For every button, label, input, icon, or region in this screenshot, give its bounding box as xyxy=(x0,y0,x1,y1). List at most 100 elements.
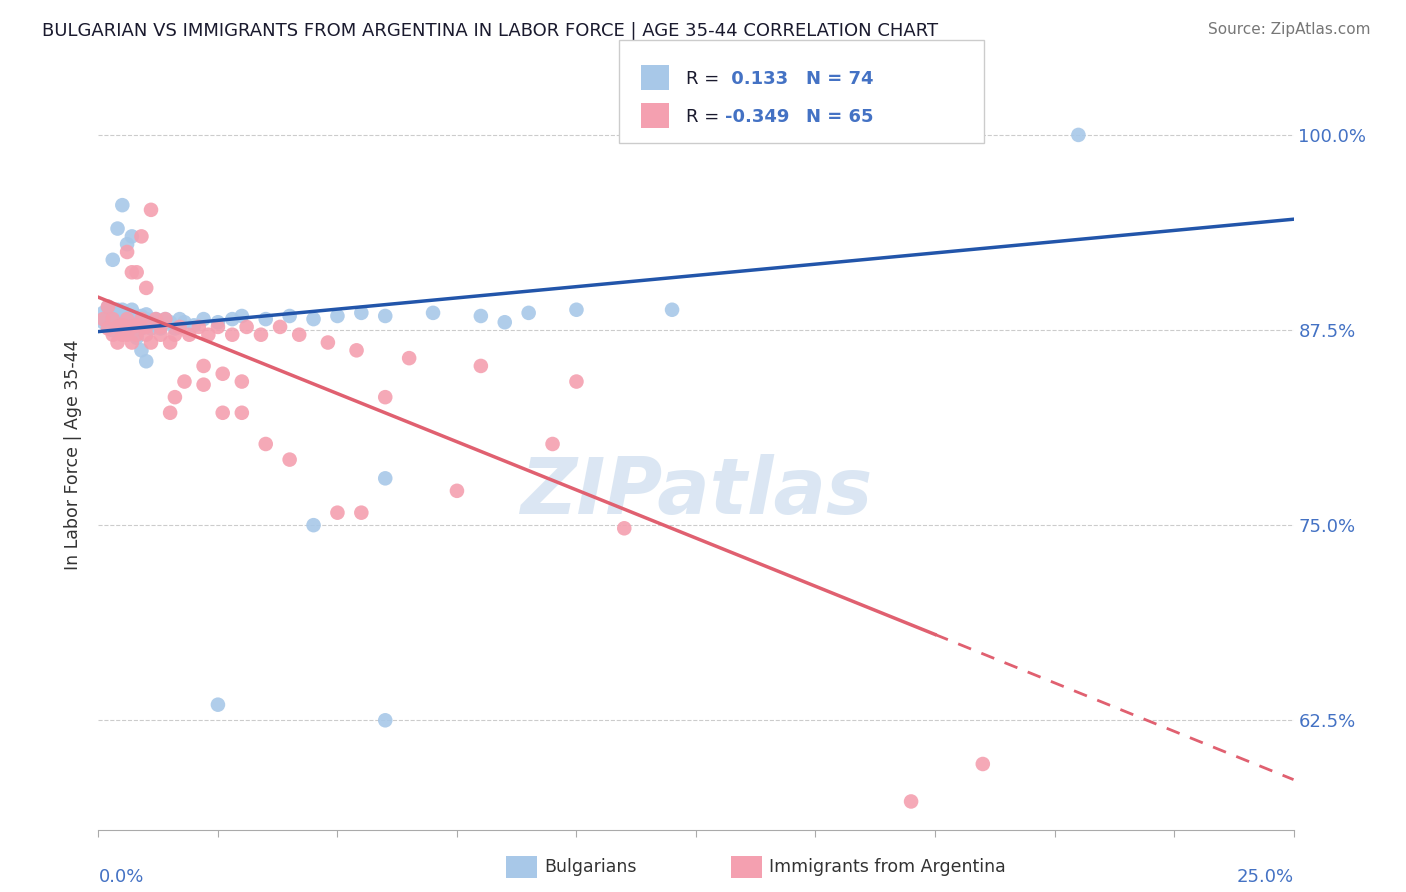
Point xyxy=(254,437,277,451)
Point xyxy=(115,323,138,337)
Point xyxy=(97,321,120,335)
Point xyxy=(97,300,120,314)
Point xyxy=(101,312,124,326)
Point xyxy=(125,318,148,333)
Text: BULGARIAN VS IMMIGRANTS FROM ARGENTINA IN LABOR FORCE | AGE 35-44 CORRELATION CH: BULGARIAN VS IMMIGRANTS FROM ARGENTINA I… xyxy=(42,22,938,40)
Point xyxy=(111,318,134,333)
Point xyxy=(97,300,120,314)
Point xyxy=(350,306,373,320)
Text: ZIPatlas: ZIPatlas xyxy=(520,454,872,531)
Point xyxy=(565,302,588,317)
Point xyxy=(125,312,148,326)
Point xyxy=(159,406,181,420)
Point xyxy=(235,320,257,334)
Point xyxy=(121,335,143,350)
Point xyxy=(111,302,134,317)
Point xyxy=(125,323,148,337)
Text: Bulgarians: Bulgarians xyxy=(544,858,637,876)
Point xyxy=(135,327,157,342)
Point xyxy=(107,221,129,235)
Point xyxy=(269,320,291,334)
Point xyxy=(494,315,516,329)
Point xyxy=(125,265,148,279)
Point xyxy=(139,335,162,350)
Point xyxy=(145,312,167,326)
Point xyxy=(97,318,120,333)
Point xyxy=(135,354,157,368)
Point xyxy=(121,265,143,279)
Point xyxy=(398,351,420,366)
Point xyxy=(278,452,301,467)
Point xyxy=(145,318,167,333)
Point xyxy=(131,321,153,335)
Point xyxy=(173,315,195,329)
Point xyxy=(326,506,349,520)
Point xyxy=(179,327,201,342)
Point xyxy=(115,327,138,342)
Point xyxy=(193,359,215,373)
Point xyxy=(111,318,134,333)
Point xyxy=(121,229,143,244)
Point xyxy=(107,318,129,333)
Point xyxy=(135,307,157,321)
Text: R =: R = xyxy=(686,108,725,126)
Point xyxy=(346,343,368,358)
Point xyxy=(193,312,215,326)
Point xyxy=(91,312,114,326)
Point xyxy=(139,202,162,217)
Point xyxy=(374,390,396,404)
Point xyxy=(163,390,186,404)
Point xyxy=(350,506,373,520)
Point xyxy=(517,306,540,320)
Point xyxy=(374,714,396,728)
Point xyxy=(101,302,124,317)
Point xyxy=(149,320,172,334)
Point xyxy=(91,306,114,320)
Point xyxy=(101,323,124,337)
Point xyxy=(101,252,124,267)
Point xyxy=(101,327,124,342)
Point xyxy=(565,375,588,389)
Point xyxy=(135,320,157,334)
Point xyxy=(107,335,129,350)
Point xyxy=(207,315,229,329)
Point xyxy=(972,757,994,772)
Point xyxy=(470,359,492,373)
Point xyxy=(302,312,325,326)
Point xyxy=(125,327,148,342)
Point xyxy=(125,318,148,333)
Point xyxy=(159,315,181,329)
Point xyxy=(121,318,143,333)
Point xyxy=(107,309,129,323)
Point xyxy=(101,312,124,326)
Point xyxy=(163,321,186,335)
Point xyxy=(316,335,339,350)
Point xyxy=(326,309,349,323)
Point xyxy=(288,327,311,342)
Point xyxy=(221,327,243,342)
Point xyxy=(131,315,153,329)
Point xyxy=(121,320,143,334)
Text: Immigrants from Argentina: Immigrants from Argentina xyxy=(769,858,1005,876)
Point xyxy=(207,698,229,712)
Point xyxy=(149,321,172,335)
Point xyxy=(145,312,167,326)
Point xyxy=(221,312,243,326)
Point xyxy=(211,406,233,420)
Point xyxy=(107,320,129,334)
Point xyxy=(193,377,215,392)
Point xyxy=(111,309,134,323)
Text: N = 65: N = 65 xyxy=(806,108,873,126)
Point xyxy=(169,320,191,334)
Point xyxy=(163,327,186,342)
Point xyxy=(115,237,138,252)
Point xyxy=(149,327,172,342)
Point xyxy=(111,327,134,342)
Point xyxy=(131,312,153,326)
Point xyxy=(135,281,157,295)
Point xyxy=(613,521,636,535)
Point xyxy=(231,309,253,323)
Text: 25.0%: 25.0% xyxy=(1236,869,1294,887)
Point xyxy=(169,312,191,326)
Point xyxy=(135,318,157,333)
